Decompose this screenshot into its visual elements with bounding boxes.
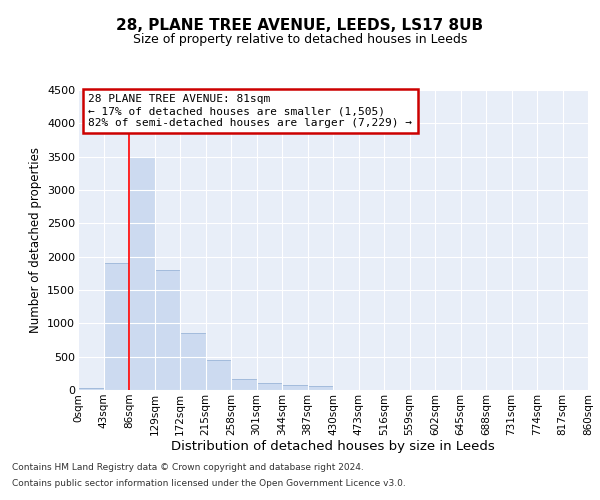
Bar (129, 156, 155, 390)
Bar (308, 386, 333, 390)
Bar (78, 388, 104, 390)
Bar (257, 384, 282, 390)
Text: Contains public sector information licensed under the Open Government Licence v3: Contains public sector information licen… (12, 478, 406, 488)
X-axis label: Distribution of detached houses by size in Leeds: Distribution of detached houses by size … (171, 440, 495, 454)
Bar (104, 264, 129, 390)
Text: 28 PLANE TREE AVENUE: 81sqm
← 17% of detached houses are smaller (1,505)
82% of : 28 PLANE TREE AVENUE: 81sqm ← 17% of det… (88, 94, 412, 128)
Text: Size of property relative to detached houses in Leeds: Size of property relative to detached ho… (133, 32, 467, 46)
Bar (231, 380, 257, 390)
Bar (180, 334, 205, 390)
Y-axis label: Number of detached properties: Number of detached properties (29, 147, 41, 333)
Bar (155, 270, 180, 390)
Text: Contains HM Land Registry data © Crown copyright and database right 2024.: Contains HM Land Registry data © Crown c… (12, 464, 364, 472)
Bar (282, 386, 308, 390)
Bar (205, 360, 231, 390)
Text: 28, PLANE TREE AVENUE, LEEDS, LS17 8UB: 28, PLANE TREE AVENUE, LEEDS, LS17 8UB (116, 18, 484, 32)
